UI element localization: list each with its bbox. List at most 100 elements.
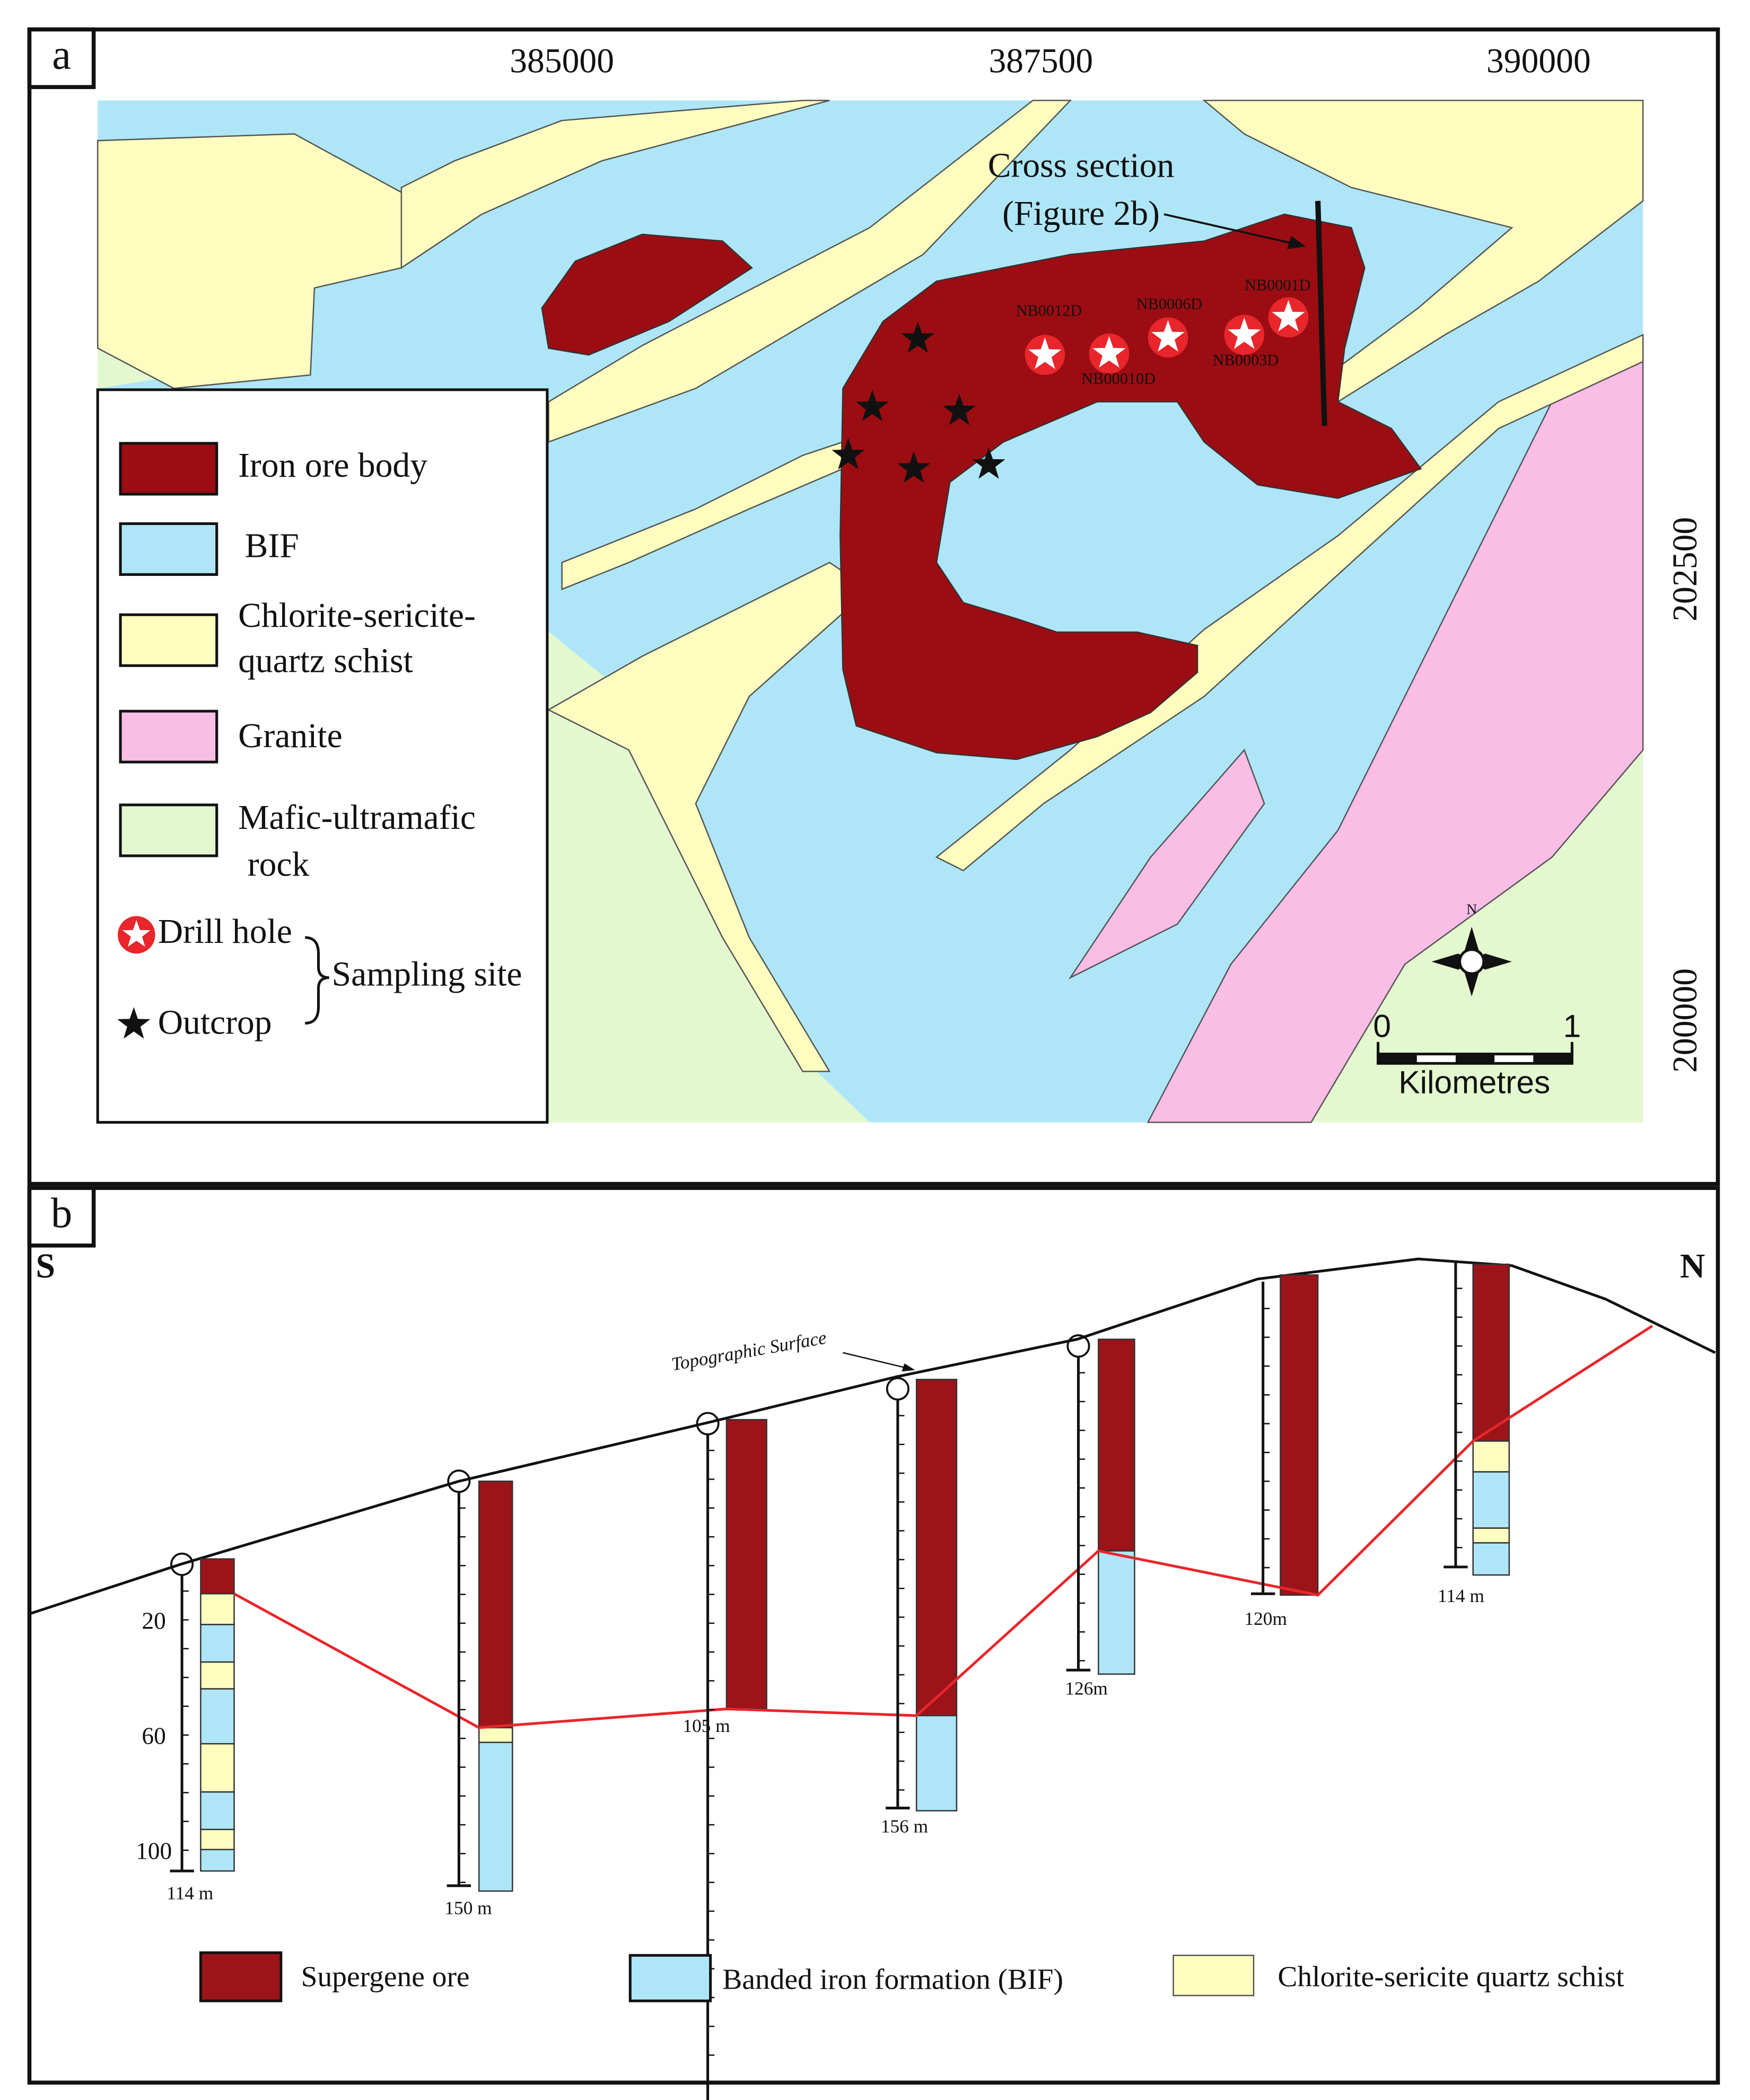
panel-b-shape: [902, 1363, 915, 1372]
map-shape-shape: [548, 100, 1072, 443]
legend-label: Chlorite-sericite-: [238, 597, 476, 635]
hole-depth: 114 m: [1438, 1586, 1484, 1606]
legend-label: Sampling site: [332, 956, 522, 994]
drill-columns-shape: [478, 1480, 513, 1729]
map-shape: [541, 233, 753, 356]
hole-depth: 150 m: [444, 1897, 492, 1918]
drill-columns-shape: [1098, 1550, 1135, 1675]
drill-columns-shape: [725, 1419, 767, 1710]
legend-b-shape: [199, 1951, 283, 2002]
scale-tick: 1: [1563, 1008, 1581, 1044]
drill-hole-label: NB0012D: [1016, 301, 1082, 319]
map-shape-shape: [400, 100, 830, 269]
legend-shape: [118, 916, 155, 954]
panel-label: a: [52, 31, 71, 78]
topographic-surface: [29, 1257, 1716, 1615]
panel-a: a 385000 387500 390000 202500 200000 C: [27, 27, 1720, 1186]
panel-b-shape: [27, 1186, 1720, 2085]
direction-label: S: [36, 1247, 55, 1285]
drill-hole-label: NB0006D: [1136, 295, 1202, 313]
legend: Iron ore body BIF Chlorite-sericite- qua…: [96, 388, 549, 1124]
drill-columns-shape: [478, 1742, 513, 1892]
drill-columns-shape: [1472, 1542, 1510, 1576]
drill-columns-shape: [1098, 1338, 1135, 1552]
y-tick-label: 202500: [1666, 517, 1704, 622]
y-tick-label: 200000: [1666, 968, 1704, 1073]
legend-shape: [119, 613, 218, 667]
drill-columns-shape: [200, 1558, 235, 1595]
drill-hole-label: NB0001D: [1245, 276, 1310, 294]
hole-depth: 114 m: [167, 1883, 213, 1904]
panel-label: b: [51, 1189, 72, 1237]
cross-section-label: Cross section: [988, 146, 1175, 185]
drill-hole-label: NB00010D: [1081, 370, 1156, 388]
drill-columns-shape: [478, 1727, 513, 1743]
drill-columns-shape: [200, 1828, 235, 1850]
legend-label: Outcrop: [158, 1004, 272, 1042]
drill-columns-shape: [1472, 1471, 1510, 1529]
drill-columns-shape: [200, 1743, 235, 1793]
map-shape-shape: [547, 562, 871, 1072]
legend-shape: [119, 710, 218, 764]
drill-holes-shape: [1025, 335, 1065, 375]
drill-holes-shape: [1268, 297, 1309, 338]
drill-columns-shape: [200, 1624, 235, 1663]
cross-section-shape: [1287, 235, 1306, 249]
cross-section: Cross section (Figure 2b): [988, 146, 1327, 426]
depth-ticks: 20 60 100: [136, 1607, 172, 1864]
legend-b-shape: [1172, 1954, 1255, 1997]
depth-label: 100: [136, 1838, 172, 1865]
scale-tick: 0: [1373, 1008, 1391, 1044]
panel-b-shape: [843, 1352, 910, 1370]
drill-holes-shape: [1224, 314, 1265, 355]
legend-label: quartz schist: [238, 642, 413, 680]
x-tick-label: 387500: [988, 42, 1093, 80]
drill-columns-shape: [915, 1714, 958, 1812]
direction-label: N: [1680, 1247, 1705, 1285]
drill-columns: [200, 1263, 1510, 1892]
compass: N: [1431, 902, 1512, 996]
hole-depth: 156 m: [881, 1816, 928, 1836]
drill-holes-shape: [1148, 317, 1188, 358]
drill-holes: NB0012D NB00010D NB0006D NB0003D NB0001D: [1016, 276, 1311, 388]
drill-columns-shape: [200, 1849, 235, 1872]
legend-shape: [119, 803, 218, 858]
legend-label: Mafic-ultramafic: [238, 799, 476, 837]
scale-bar: 0 1 Kilometres: [1373, 1008, 1581, 1100]
scale-bar-shape: [1533, 1054, 1572, 1064]
legend-shape: [119, 442, 218, 496]
map-shape-shape: [935, 334, 1644, 872]
legend-label: Iron ore body: [238, 447, 427, 485]
panel-a-shape: [27, 27, 96, 89]
compass-shape: [1458, 948, 1485, 975]
legend-b-shape: [628, 1954, 712, 2002]
drill-hole-label: NB0003D: [1213, 351, 1279, 369]
cross-section-shape: [1163, 213, 1301, 247]
drill-columns-shape: [200, 1593, 235, 1625]
north-label: N: [1466, 902, 1477, 918]
panel-b-shape: [27, 1186, 96, 1248]
ore-base-line: [233, 1325, 1653, 1729]
cross-section-shape: [1315, 200, 1327, 426]
map-shape: [1311, 750, 1643, 1123]
scale-unit: Kilometres: [1398, 1064, 1550, 1100]
hole-depth-labels: 114 m 150 m 105 m 156 m 126m 120m 114 m: [167, 1586, 1484, 1918]
scale-bar-shape: [1378, 1054, 1417, 1064]
legend-label: Supergene ore: [301, 1961, 470, 1993]
map-shape: [1147, 344, 1644, 1123]
legend-label: Drill hole: [158, 913, 292, 951]
drill-columns-shape: [200, 1661, 235, 1690]
x-tick-label: 390000: [1486, 42, 1591, 80]
depth-label: 60: [142, 1723, 165, 1749]
drill-columns-shape: [200, 1688, 235, 1745]
legend-shape: [119, 522, 218, 576]
legend-label: Granite: [238, 717, 343, 755]
hole-depth: 126m: [1065, 1678, 1107, 1699]
legend-shape: [305, 936, 329, 1025]
legend-b: Supergene ore Banded iron formation (BIF…: [199, 1951, 1624, 2002]
drill-columns-shape: [200, 1791, 235, 1831]
cross-section-label: (Figure 2b): [1002, 195, 1160, 233]
map-shape: [546, 629, 870, 1123]
